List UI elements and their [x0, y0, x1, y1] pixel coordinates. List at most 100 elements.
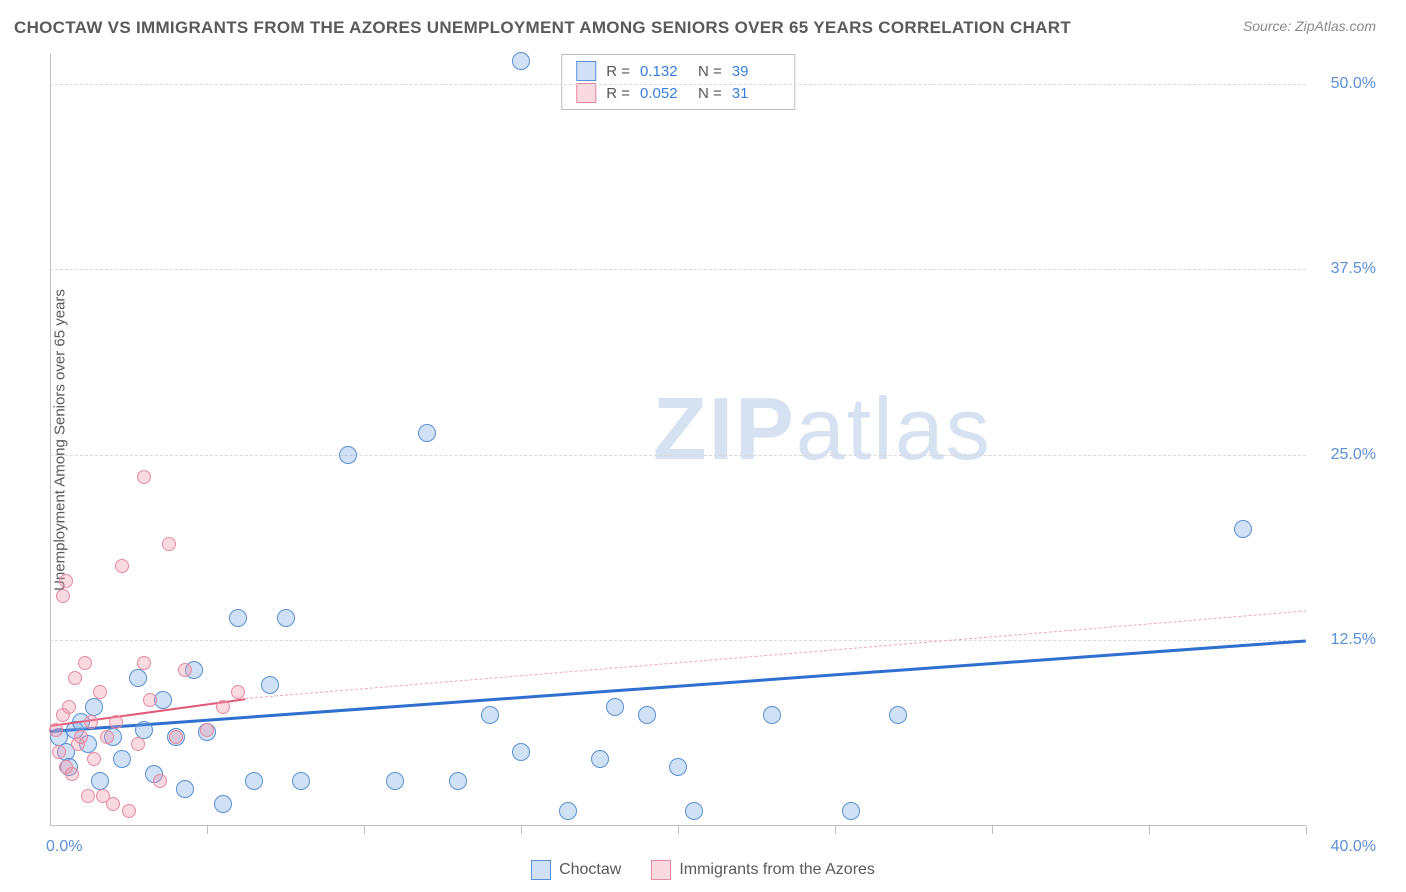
scatter-point [559, 802, 577, 820]
scatter-point [81, 789, 95, 803]
scatter-point [669, 758, 687, 776]
scatter-point [93, 685, 107, 699]
scatter-point [277, 609, 295, 627]
x-tick [835, 826, 836, 834]
x-max-label: 40.0% [1331, 838, 1376, 856]
stat-r-value: 0.132 [640, 63, 688, 80]
stats-row: R = 0.132 N = 39 [576, 61, 780, 81]
scatter-point [449, 772, 467, 790]
scatter-point [65, 767, 79, 781]
source-attribution: Source: ZipAtlas.com [1243, 18, 1376, 34]
scatter-point [178, 663, 192, 677]
x-tick [1306, 826, 1307, 834]
x-tick [992, 826, 993, 834]
scatter-point [106, 797, 120, 811]
scatter-point [261, 676, 279, 694]
legend-swatch [531, 860, 551, 880]
y-tick-label: 37.5% [1331, 260, 1376, 278]
scatter-point [153, 774, 167, 788]
legend-item: Immigrants from the Azores [651, 860, 875, 880]
scatter-point [49, 723, 63, 737]
scatter-point [386, 772, 404, 790]
scatter-point [842, 802, 860, 820]
x-tick [364, 826, 365, 834]
scatter-point [85, 698, 103, 716]
scatter-point [87, 752, 101, 766]
scatter-point [245, 772, 263, 790]
y-tick-label: 50.0% [1331, 75, 1376, 93]
x-tick [1149, 826, 1150, 834]
scatter-point [162, 537, 176, 551]
scatter-point [135, 721, 153, 739]
y-axis-line [50, 54, 51, 826]
scatter-point [143, 693, 157, 707]
x-tick [207, 826, 208, 834]
legend-label: Choctaw [559, 861, 621, 879]
scatter-point [229, 609, 247, 627]
scatter-point [512, 743, 530, 761]
scatter-point [129, 669, 147, 687]
series-legend: Choctaw Immigrants from the Azores [0, 860, 1406, 880]
grid-line [50, 84, 1306, 85]
legend-swatch [576, 83, 596, 103]
chart-title: CHOCTAW VS IMMIGRANTS FROM THE AZORES UN… [14, 18, 1071, 38]
scatter-point [216, 700, 230, 714]
stat-n-value: 39 [732, 63, 780, 80]
grid-line [50, 640, 1306, 641]
scatter-point [606, 698, 624, 716]
scatter-point [339, 446, 357, 464]
scatter-point [200, 723, 214, 737]
scatter-point [512, 52, 530, 70]
x-origin-label: 0.0% [46, 838, 82, 856]
scatter-point [169, 730, 183, 744]
stats-row: R = 0.052 N = 31 [576, 83, 780, 103]
scatter-point [52, 745, 66, 759]
scatter-point [137, 470, 151, 484]
scatter-point [481, 706, 499, 724]
scatter-point [214, 795, 232, 813]
scatter-point [1234, 520, 1252, 538]
x-tick [521, 826, 522, 834]
legend-item: Choctaw [531, 860, 621, 880]
scatter-point [78, 656, 92, 670]
scatter-point [115, 559, 129, 573]
grid-line [50, 269, 1306, 270]
y-tick-label: 25.0% [1331, 446, 1376, 464]
scatter-point [59, 574, 73, 588]
scatter-point [74, 730, 88, 744]
scatter-point [91, 772, 109, 790]
scatter-point [292, 772, 310, 790]
scatter-point [122, 804, 136, 818]
scatter-point [62, 700, 76, 714]
scatter-point [84, 715, 98, 729]
trend-line [245, 611, 1306, 700]
stat-n-label: N = [698, 85, 722, 102]
stat-n-value: 31 [732, 85, 780, 102]
scatter-point [763, 706, 781, 724]
stat-r-label: R = [606, 63, 630, 80]
scatter-point [176, 780, 194, 798]
y-tick-label: 12.5% [1331, 631, 1376, 649]
grid-line [50, 455, 1306, 456]
x-tick [678, 826, 679, 834]
scatter-point [109, 715, 123, 729]
scatter-point [100, 730, 114, 744]
legend-label: Immigrants from the Azores [679, 861, 875, 879]
scatter-point [56, 589, 70, 603]
legend-swatch [651, 860, 671, 880]
scatter-point [68, 671, 82, 685]
legend-swatch [576, 61, 596, 81]
scatter-point [418, 424, 436, 442]
stat-n-label: N = [698, 63, 722, 80]
scatter-point [131, 737, 145, 751]
scatter-point [137, 656, 151, 670]
scatter-point [231, 685, 245, 699]
plot-area: Unemployment Among Seniors over 65 years… [50, 54, 1306, 826]
watermark-light: atlas [796, 379, 992, 478]
stat-r-label: R = [606, 85, 630, 102]
scatter-point [889, 706, 907, 724]
scatter-point [638, 706, 656, 724]
watermark-bold: ZIP [653, 379, 796, 478]
stats-legend: R = 0.132 N = 39 R = 0.052 N = 31 [561, 54, 795, 110]
stat-r-value: 0.052 [640, 85, 688, 102]
